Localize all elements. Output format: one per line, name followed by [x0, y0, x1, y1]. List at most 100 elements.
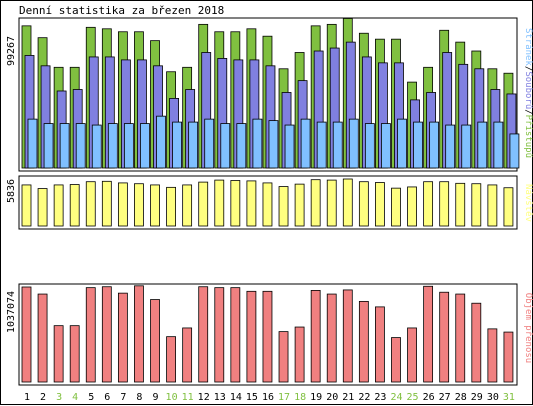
- bar-hits-stránek: [397, 118, 407, 169]
- bar-hits-stránek: [268, 120, 279, 169]
- bar-visits-návštěv: [230, 180, 241, 227]
- bar-visits-návštěv: [117, 182, 128, 227]
- bar-hits-stránek: [413, 121, 423, 169]
- bar-visits-návštěv: [166, 186, 176, 227]
- x-tick-label: 28: [455, 392, 467, 403]
- x-tick-label: 25: [407, 392, 419, 403]
- bar-visits-návštěv: [134, 183, 144, 227]
- bar-hits-stránek: [156, 115, 166, 169]
- bar-hits-stránek: [445, 124, 456, 169]
- bar-hits-stránek: [332, 121, 343, 169]
- bar-hits-stránek: [27, 118, 38, 169]
- bar-traffic-objem-přenosu: [214, 287, 225, 383]
- bar-hits-stránek: [75, 123, 86, 169]
- bar-traffic-objem-přenosu: [278, 331, 289, 383]
- x-tick-label: 23: [374, 392, 386, 403]
- bar-visits-návštěv: [407, 186, 417, 227]
- x-tick-label: 8: [136, 392, 142, 403]
- bar-traffic-objem-přenosu: [375, 306, 385, 383]
- bar-visits-návštěv: [455, 182, 466, 227]
- bar-traffic-objem-přenosu: [246, 290, 257, 383]
- bar-hits-stránek: [204, 118, 215, 169]
- bar-traffic-objem-přenosu: [37, 293, 48, 383]
- x-tick-label: 17: [278, 392, 290, 403]
- side-label-part: Stránek: [523, 28, 533, 67]
- bar-traffic-objem-přenosu: [407, 327, 417, 383]
- x-tick-label: 6: [104, 392, 110, 403]
- bar-visits-návštěv: [246, 180, 257, 227]
- x-tick-label: 13: [214, 392, 226, 403]
- bar-visits-návštěv: [262, 182, 273, 227]
- x-tick-label: 19: [310, 392, 322, 403]
- bar-hits-stránek: [91, 124, 102, 169]
- bar-hits-stránek: [140, 123, 150, 169]
- x-tick-label: 3: [56, 392, 62, 403]
- side-label-part: /: [523, 66, 533, 71]
- bar-traffic-objem-přenosu: [455, 293, 466, 383]
- x-tick-label: 4: [72, 392, 78, 403]
- side-label-part: Přístupů: [523, 115, 533, 158]
- bar-traffic-objem-přenosu: [101, 286, 112, 383]
- bar-traffic-objem-přenosu: [117, 292, 128, 383]
- bar-traffic-objem-přenosu: [423, 285, 434, 383]
- side-label-part: /: [523, 109, 533, 114]
- ymax-label-visits: 5836: [6, 179, 17, 203]
- bar-hits-stránek: [252, 118, 263, 169]
- x-tick-label: 1: [24, 392, 30, 403]
- bar-traffic-objem-přenosu: [262, 290, 273, 383]
- bar-traffic-objem-přenosu: [182, 327, 193, 383]
- bar-hits-stránek: [236, 123, 247, 169]
- x-tick-label: 22: [358, 392, 370, 403]
- x-tick-label: 26: [423, 392, 435, 403]
- bar-visits-návštěv: [182, 184, 193, 227]
- bar-hits-stránek: [364, 123, 375, 169]
- bar-traffic-objem-přenosu: [503, 331, 514, 383]
- bar-visits-návštěv: [101, 180, 112, 227]
- x-tick-label: 15: [246, 392, 258, 403]
- bar-visits-návštěv: [358, 181, 369, 227]
- bar-visits-návštěv: [375, 182, 385, 227]
- x-tick-label: 31: [503, 392, 515, 403]
- bar-hits-stránek: [107, 123, 118, 169]
- bar-hits-stránek: [220, 123, 231, 169]
- bar-visits-návštěv: [278, 186, 289, 227]
- bar-hits-stránek: [381, 123, 391, 169]
- bar-traffic-objem-přenosu: [471, 302, 482, 383]
- bar-hits-stránek: [172, 121, 182, 169]
- bar-visits-návštěv: [53, 184, 64, 227]
- bar-traffic-objem-přenosu: [342, 289, 353, 383]
- bar-hits-stránek: [284, 124, 295, 169]
- chart-title: Denní statistika za březen 2018: [19, 4, 225, 17]
- x-tick-label: 7: [120, 392, 126, 403]
- bar-hits-stránek: [43, 123, 54, 169]
- x-tick-label: 14: [230, 392, 242, 403]
- bar-traffic-objem-přenosu: [487, 328, 498, 383]
- side-label-visits: Návštěv: [523, 184, 533, 222]
- bar-traffic-objem-přenosu: [85, 287, 96, 383]
- ymax-label-traffic: 1037074: [6, 291, 17, 333]
- bar-hits-stránek: [461, 124, 472, 169]
- bar-visits-návštěv: [326, 179, 337, 227]
- bar-hits-stránek: [316, 121, 327, 169]
- bar-hits-stránek: [300, 118, 311, 169]
- bar-traffic-objem-přenosu: [310, 289, 321, 383]
- bar-hits-stránek: [188, 121, 199, 169]
- bar-visits-návštěv: [423, 181, 434, 227]
- bar-traffic-objem-přenosu: [326, 293, 337, 383]
- bar-traffic-objem-přenosu: [134, 285, 144, 383]
- bar-visits-návštěv: [503, 187, 514, 227]
- x-tick-label: 2: [40, 392, 46, 403]
- bar-traffic-objem-přenosu: [69, 325, 80, 383]
- bar-traffic-objem-přenosu: [358, 300, 369, 383]
- bar-visits-návštěv: [342, 178, 353, 227]
- x-tick-label: 21: [342, 392, 354, 403]
- bar-traffic-objem-přenosu: [150, 299, 160, 383]
- x-tick-label: 9: [153, 392, 159, 403]
- x-tick-label: 24: [390, 392, 402, 403]
- bar-visits-návštěv: [471, 183, 482, 227]
- bar-hits-stránek: [123, 123, 134, 169]
- bar-traffic-objem-přenosu: [391, 337, 401, 383]
- bar-visits-návštěv: [439, 181, 450, 227]
- x-tick-label: 16: [262, 392, 274, 403]
